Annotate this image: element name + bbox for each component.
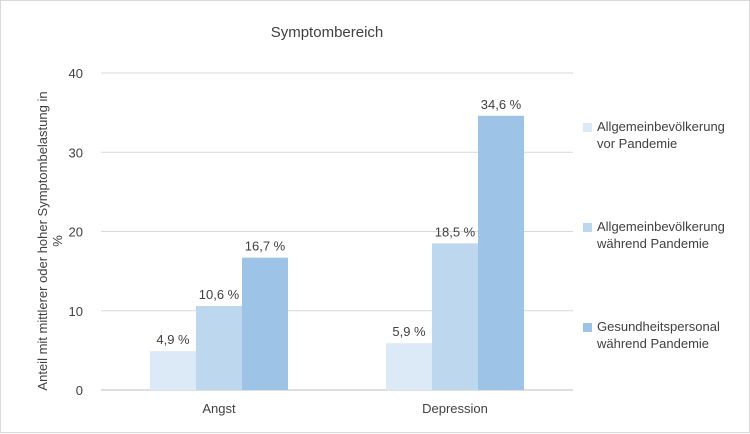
- bars: [150, 115, 524, 391]
- x-category-label: Angst: [202, 401, 236, 416]
- legend-swatch: [583, 223, 592, 232]
- x-category-label: Depression: [422, 401, 488, 416]
- y-tick-label: 40: [69, 66, 83, 81]
- data-label: 16,7 %: [245, 239, 286, 254]
- data-label: 34,6 %: [481, 97, 522, 112]
- chart-title: Symptombereich: [271, 24, 384, 41]
- y-tick-label: 30: [69, 145, 83, 160]
- y-tick-label: 10: [69, 304, 83, 319]
- data-label: 18,5 %: [435, 224, 476, 239]
- bar: [242, 257, 288, 390]
- bar: [150, 351, 196, 390]
- data-label: 4,9 %: [156, 332, 190, 347]
- y-tick-label: 20: [69, 225, 83, 240]
- legend-label: Allgemeinbevölkerung während Pandemie: [596, 219, 725, 251]
- y-axis-title: Anteil mit mittlerer oder hoher Symptomb…: [35, 91, 65, 390]
- bar: [432, 243, 478, 390]
- legend-label: Gesundheitspersonal während Pandemie: [596, 319, 720, 351]
- bar: [478, 115, 524, 391]
- bar: [196, 305, 242, 390]
- legend-swatch: [583, 323, 592, 332]
- legend-swatch: [583, 123, 592, 132]
- bar: [386, 343, 432, 390]
- legend: Allgemeinbevölkerung vor Pandemie Allgemei…: [583, 119, 725, 351]
- legend-label: Allgemeinbevölkerung vor Pandemie: [597, 119, 725, 151]
- data-label: 10,6 %: [199, 287, 240, 302]
- data-labels: 4,9 % 10,6 % 16,7 % 5,9 % 18,5 % 34,6 %: [156, 97, 521, 347]
- x-axis-categories: Angst Depression: [202, 401, 488, 416]
- data-label: 5,9 %: [392, 324, 426, 339]
- y-tick-label: 0: [76, 383, 83, 398]
- y-axis-ticks: 0 10 20 30 40: [69, 66, 83, 398]
